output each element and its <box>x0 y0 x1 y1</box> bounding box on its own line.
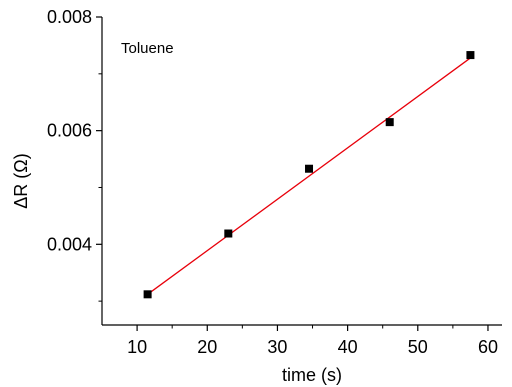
axes <box>101 17 502 326</box>
data-point <box>143 290 152 299</box>
x-tick-label: 50 <box>408 337 428 357</box>
ticks: 10 20 30 40 50 60 0.004 0.006 0.008 <box>47 7 498 357</box>
data-points <box>143 51 475 299</box>
fit-line <box>147 57 471 295</box>
x-tick-label: 40 <box>338 337 358 357</box>
fit-line-group <box>147 57 471 295</box>
x-axis-label: time (s) <box>282 365 342 385</box>
x-tick-label: 30 <box>267 337 287 357</box>
y-tick-label: 0.008 <box>47 7 92 27</box>
x-tick-label: 20 <box>197 337 217 357</box>
data-point <box>224 229 233 238</box>
data-point <box>305 164 314 173</box>
y-axis-label: ΔR (Ω) <box>11 153 31 208</box>
annotation-label: Toluene <box>121 40 174 57</box>
x-tick-label: 10 <box>127 337 147 357</box>
y-tick-label: 0.006 <box>47 121 92 141</box>
data-point <box>385 118 394 127</box>
x-tick-label: 60 <box>478 337 498 357</box>
data-point <box>466 51 475 60</box>
y-tick-label: 0.004 <box>47 234 92 254</box>
